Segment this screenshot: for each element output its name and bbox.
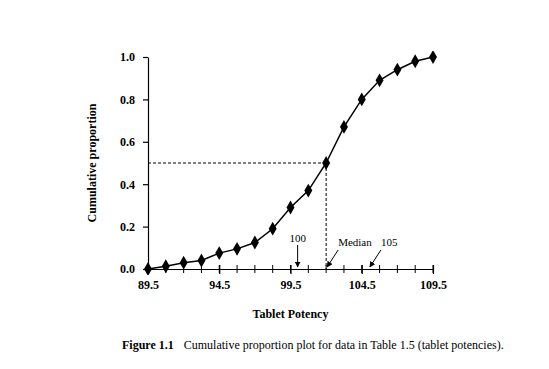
x-minor-tick	[308, 265, 309, 273]
guide-vertical	[326, 163, 327, 269]
x-tick-label: 89.5	[138, 278, 159, 292]
x-tick: 99.5	[281, 265, 302, 292]
point	[197, 254, 205, 268]
y-tick: 0.0	[120, 262, 148, 276]
point	[180, 256, 188, 270]
y-tick-label: 0.6	[120, 135, 135, 149]
figure-label: Figure 1.1	[122, 338, 174, 352]
point	[393, 63, 401, 77]
plot-area	[144, 51, 437, 275]
x-tick-label: 109.5	[420, 278, 447, 292]
annotation-arrow	[327, 250, 338, 267]
point	[162, 259, 170, 273]
x-tick-mark	[362, 265, 363, 274]
annotation-arrow	[370, 250, 381, 267]
caption: Figure 1.1 Cumulative proportion plot for…	[122, 338, 504, 352]
x-minor-tick	[343, 265, 344, 273]
caption-text: Cumulative proportion plot for data in T…	[184, 338, 504, 352]
x-tick-label: 99.5	[281, 278, 302, 292]
point	[251, 236, 259, 250]
y-tick-label: 0.0	[120, 262, 135, 276]
y-tick-mark	[143, 184, 148, 185]
x-minor-tick	[433, 265, 434, 273]
x-axis-title: Tablet Potency	[253, 307, 329, 321]
y-tick-label: 0.2	[120, 220, 135, 234]
y-tick-mark	[143, 142, 148, 143]
x-tick: 104.5	[349, 265, 376, 292]
point	[287, 201, 295, 215]
x-tick-mark	[433, 265, 434, 274]
series-line	[148, 57, 433, 269]
y-tick-mark	[143, 227, 148, 228]
x-minor-tick	[219, 265, 220, 273]
point	[322, 156, 330, 170]
y-tick: 0.8	[120, 93, 148, 107]
x-minor-tick	[272, 265, 273, 273]
point	[411, 54, 419, 68]
x-tick-label: 94.5	[209, 278, 230, 292]
y-tick-label: 1.0	[120, 50, 135, 64]
guide-horizontal	[148, 163, 326, 164]
x-minor-tick	[290, 265, 291, 273]
x-tick-label: 104.5	[349, 278, 376, 292]
x-minor-tick	[254, 265, 255, 273]
x-minor-ticks	[148, 265, 433, 273]
point	[429, 51, 437, 64]
markers	[144, 51, 437, 275]
x-tick-mark	[290, 265, 291, 274]
y-tick-mark	[143, 99, 148, 100]
y-tick-label: 0.4	[120, 178, 135, 192]
y-tick: 0.4	[120, 178, 148, 192]
point	[376, 73, 384, 87]
y-tick: 1.0	[120, 50, 148, 64]
point	[233, 242, 241, 256]
annotation-text: 105	[381, 236, 398, 248]
annotation-arrow	[297, 245, 298, 267]
annotations: 100 Median 105	[289, 232, 398, 267]
x-minor-tick	[379, 265, 380, 273]
x-minor-tick	[237, 265, 238, 273]
chart: 0.0 0.2 0.4 0.6 0.8 1.0 89.5 94.5 99.5 104.5 109.5…	[0, 0, 549, 369]
annotation-text: Median	[338, 236, 372, 248]
point	[340, 120, 348, 134]
y-tick: 0.6	[120, 135, 148, 149]
x-minor-tick	[397, 265, 398, 273]
y-tick-mark	[143, 57, 148, 58]
point	[304, 184, 312, 198]
x-tick-mark	[219, 265, 220, 274]
x-tick: 94.5	[209, 265, 230, 292]
point	[144, 262, 152, 275]
y-axis: 0.0 0.2 0.4 0.6 0.8 1.0	[120, 50, 149, 276]
x-minor-tick	[415, 265, 416, 273]
point	[215, 246, 223, 260]
point	[358, 92, 366, 106]
annotation-text: 100	[289, 232, 306, 244]
x-tick: 109.5	[420, 265, 447, 292]
point	[269, 222, 277, 236]
x-minor-tick	[361, 265, 362, 273]
y-tick: 0.2	[120, 220, 148, 234]
y-tick-label: 0.8	[120, 93, 135, 107]
x-axis: 89.5 94.5 99.5 104.5 109.5	[138, 265, 447, 292]
y-axis-title: Cumulative proportion	[85, 103, 99, 222]
